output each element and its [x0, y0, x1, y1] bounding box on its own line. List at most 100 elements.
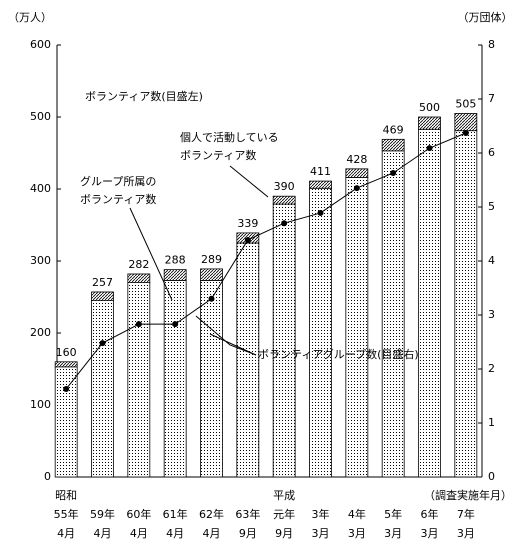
line-point	[353, 185, 360, 192]
x-tick-label: 3月	[384, 527, 402, 540]
y-tick-label: 200	[30, 326, 51, 339]
x-tick-label: 3月	[457, 527, 475, 540]
total-label: 500	[419, 101, 440, 114]
line-point	[462, 130, 469, 137]
y2-tick-label: 0	[488, 470, 495, 483]
x-tick-label: 60年	[126, 507, 151, 521]
total-label: 288	[165, 254, 186, 267]
x-tick-label: 9月	[239, 527, 257, 540]
bar-segment	[200, 280, 223, 478]
bar-segment	[54, 361, 78, 368]
leader-line	[209, 333, 257, 356]
x-tick-label: 3月	[421, 527, 439, 540]
bar-segment	[163, 269, 187, 281]
total-label: 160	[56, 346, 77, 359]
bar-segment	[272, 195, 296, 205]
x-tick-label: 55年	[54, 507, 79, 521]
bar-segment	[309, 187, 332, 478]
x-tick-label: 3月	[312, 527, 330, 540]
line-point	[135, 321, 142, 328]
bar-segment	[454, 130, 478, 478]
x-tick-label: 平成	[273, 489, 295, 502]
total-label: 339	[237, 217, 258, 230]
y2-tick-label: 7	[488, 92, 495, 105]
x-tick-label: 4月	[203, 527, 221, 540]
bar-segment	[381, 138, 405, 152]
series-annotation: ボランティアグループ数(目盛右)	[258, 347, 419, 361]
line-point	[208, 295, 215, 302]
series-annotation: ボランティア数	[180, 149, 256, 162]
bar-segment	[54, 366, 78, 478]
bar-segment	[200, 268, 223, 281]
x-tick-label: 3月	[348, 527, 366, 540]
y-tick-label: 500	[30, 110, 51, 123]
series-annotation: グループ所属の	[80, 174, 156, 188]
bar-segment	[381, 150, 405, 478]
bar-segment	[163, 280, 187, 478]
y-axis-label: （万人）	[8, 11, 52, 24]
annotation: ボランティア数(目盛左)	[85, 89, 203, 103]
x-tick-label: 4月	[57, 527, 75, 540]
leader-line	[129, 207, 173, 301]
x-axis-label: （調査実施年月）	[424, 488, 512, 502]
y2-tick-label: 4	[488, 254, 495, 267]
bar-segment	[91, 300, 114, 478]
line-point	[99, 340, 106, 347]
x-tick-label: 59年	[90, 507, 115, 521]
x-tick-label: 4月	[94, 527, 112, 540]
line-point	[244, 236, 251, 243]
y2-tick-label: 6	[488, 146, 495, 159]
y2-axis-label: （万団体）	[458, 10, 513, 24]
total-label: 282	[128, 258, 149, 271]
total-label: 390	[274, 180, 295, 193]
bar-segment	[345, 177, 369, 478]
line-series	[65, 132, 467, 390]
line-point	[63, 385, 70, 392]
series-annotation: 個人で活動している	[180, 130, 279, 144]
bar-segment	[454, 113, 478, 132]
line-point	[390, 169, 397, 176]
y-tick-label: 600	[30, 38, 51, 51]
bar-segment	[272, 203, 296, 478]
x-tick-label: 4月	[166, 527, 184, 540]
total-label: 469	[383, 123, 404, 136]
total-label: 257	[92, 276, 113, 289]
bar-segment	[345, 168, 369, 178]
y-tick-label: 300	[30, 254, 51, 267]
y-tick-label: 100	[30, 398, 51, 411]
bar-segment	[91, 291, 114, 301]
leader-line	[195, 315, 257, 356]
total-label: 411	[310, 165, 331, 178]
x-tick-label: 4年	[348, 507, 366, 521]
y2-tick-label: 2	[488, 362, 495, 375]
x-tick-label: 5年	[384, 507, 402, 521]
y2-tick-label: 1	[488, 416, 495, 429]
bar-segment	[418, 128, 441, 478]
bar-segment	[309, 180, 332, 189]
y2-tick-label: 5	[488, 200, 495, 213]
x-tick-label: 3年	[312, 507, 330, 521]
bar-segment	[418, 116, 441, 130]
line-point	[426, 145, 433, 152]
series-annotation: ボランティア数	[80, 193, 156, 206]
x-tick-label: 4月	[130, 527, 148, 540]
x-tick-label: 昭和	[55, 489, 77, 502]
y2-tick-label: 8	[488, 38, 495, 51]
bar-segment	[236, 242, 260, 478]
x-tick-label: 9月	[275, 527, 293, 540]
y-tick-label: 0	[44, 470, 51, 483]
total-label: 289	[201, 253, 222, 266]
line-point	[281, 220, 288, 227]
line-point	[317, 209, 324, 216]
x-tick-label: 6年	[421, 507, 439, 521]
x-tick-label: 7年	[457, 507, 475, 521]
x-tick-label: 63年	[235, 507, 260, 521]
y-tick-label: 400	[30, 182, 51, 195]
x-tick-label: 元年	[273, 507, 295, 521]
total-label: 505	[455, 97, 476, 110]
leader-line	[229, 165, 269, 198]
total-label: 428	[346, 153, 367, 166]
y2-tick-label: 3	[488, 308, 495, 321]
bar-segment	[127, 282, 151, 478]
